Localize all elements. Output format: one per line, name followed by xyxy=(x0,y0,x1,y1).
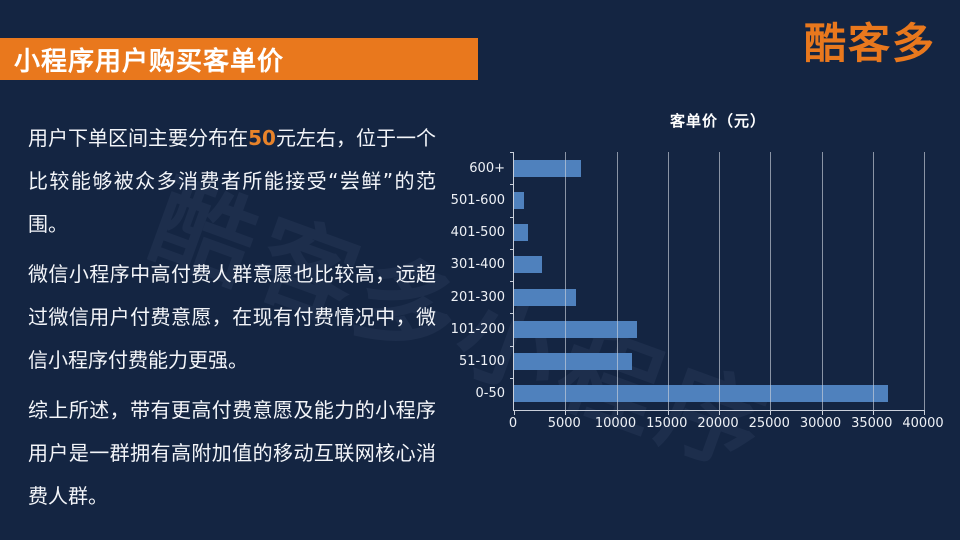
bar-row xyxy=(514,281,924,313)
plot-area xyxy=(510,152,925,415)
x-tick-label: 30000 xyxy=(799,416,842,431)
bar-chart: 客单价（元） 600+ 501-600 401-500 301-400 201-300 1… xyxy=(450,105,947,455)
bar-row xyxy=(514,313,924,345)
y-axis-labels: 600+ 501-600 401-500 301-400 201-300 101-200 5… xyxy=(450,152,505,410)
x-tick-label: 15000 xyxy=(646,416,688,431)
x-tick-mark xyxy=(821,410,823,415)
body-text: 用户下单区间主要分布在50元左右，位于一个比较能够被众多消费者所能接受“尝鲜”的… xyxy=(28,117,436,525)
highlighted-value: 50 xyxy=(248,126,276,150)
category-label: 51-100 xyxy=(458,354,505,370)
x-axis-labels: 0 5000 10000 15000 20000 25000 30000 35000 40000 xyxy=(509,416,944,432)
paragraph-2: 微信小程序中高付费人群意愿也比较高，远超过微信用户付费意愿，在现有付费情况中，微… xyxy=(28,262,436,372)
page-title: 小程序用户购买客单价 xyxy=(14,46,285,77)
bar-row xyxy=(514,152,924,184)
category-label: 101-200 xyxy=(450,321,505,337)
bar xyxy=(514,353,632,371)
x-tick-mark xyxy=(514,410,515,415)
bar xyxy=(514,320,637,338)
y-tick-mark xyxy=(510,281,514,282)
bar-row xyxy=(514,184,924,216)
y-tick-mark xyxy=(510,184,514,186)
bar-row xyxy=(514,249,924,281)
y-tick-mark xyxy=(510,248,514,250)
x-tick-mark xyxy=(667,410,669,415)
gridline xyxy=(719,152,720,410)
paragraph-3: 综上所述，带有更高付费意愿及能力的小程序用户是一群拥有高附加值的移动互联网核心消… xyxy=(28,398,436,508)
x-tick-mark xyxy=(565,410,567,415)
category-label: 401-500 xyxy=(450,225,505,241)
x-tick-mark xyxy=(616,410,618,415)
x-tick-label: 20000 xyxy=(697,416,739,431)
paragraph-1: 用户下单区间主要分布在50元左右，位于一个比较能够被众多消费者所能接受“尝鲜”的… xyxy=(28,117,436,246)
x-tick-label: 0 xyxy=(508,416,518,431)
y-tick-mark xyxy=(510,216,514,218)
bar-rows xyxy=(514,152,924,410)
bar xyxy=(514,224,529,242)
x-tick-label: 25000 xyxy=(748,416,790,431)
y-tick-mark xyxy=(510,345,514,347)
category-label: 201-300 xyxy=(450,289,505,305)
x-tick-label: 10000 xyxy=(594,416,637,431)
bar xyxy=(514,159,581,177)
bar xyxy=(514,191,525,209)
title-banner: 小程序用户购买客单价 xyxy=(0,38,478,80)
category-label: 600+ xyxy=(469,160,505,176)
gridline xyxy=(821,152,823,410)
y-tick-mark xyxy=(510,152,514,153)
gridline xyxy=(770,152,772,410)
bar xyxy=(514,385,889,403)
bar-row xyxy=(514,346,924,378)
gridline xyxy=(667,152,669,410)
category-label: 301-400 xyxy=(450,257,505,273)
x-tick-mark xyxy=(924,410,925,415)
bar-row xyxy=(514,217,924,249)
y-tick-mark xyxy=(510,377,514,379)
brand-logo: 酷客多 xyxy=(803,19,936,68)
gridline xyxy=(565,152,567,410)
gridline xyxy=(924,152,925,410)
category-label: 501-600 xyxy=(450,192,505,208)
chart-title: 客单价（元） xyxy=(669,112,766,130)
gridline xyxy=(872,152,874,410)
x-tick-label: 35000 xyxy=(851,416,893,431)
paragraph-1-text-after: 元左右，位于一个比较能够被众多消费者所能接受“尝鲜”的范围。 xyxy=(28,126,437,236)
x-tick-mark xyxy=(770,410,772,415)
bar xyxy=(514,256,542,274)
x-tick-mark xyxy=(872,410,874,415)
paragraph-1-text: 用户下单区间主要分布在 xyxy=(28,126,249,150)
x-tick-label: 40000 xyxy=(902,416,944,431)
x-tick-mark xyxy=(719,410,720,415)
bar-row xyxy=(514,378,924,410)
gridline xyxy=(616,152,618,410)
bar xyxy=(514,288,576,306)
y-tick-mark xyxy=(510,313,514,315)
x-tick-label: 5000 xyxy=(547,416,581,431)
category-label: 0-50 xyxy=(475,386,505,402)
